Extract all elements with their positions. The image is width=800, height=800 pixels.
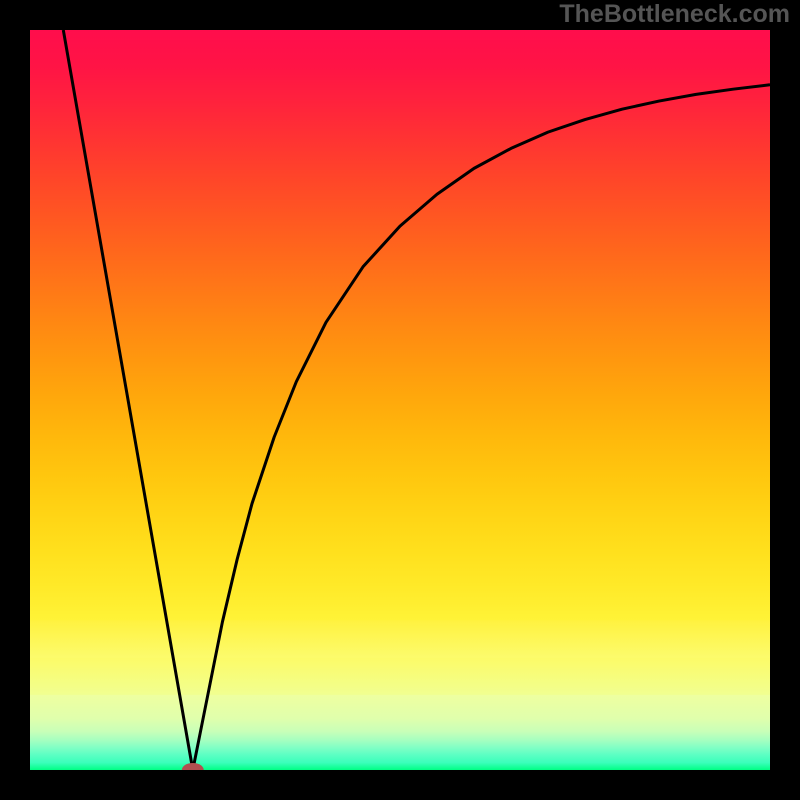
chart-container: TheBottleneck.com	[0, 0, 800, 800]
bottleneck-curve	[63, 30, 770, 770]
curve-svg	[30, 30, 770, 770]
plot-area	[30, 30, 770, 770]
watermark-text: TheBottleneck.com	[559, 0, 790, 29]
optimal-point-marker	[182, 763, 204, 770]
